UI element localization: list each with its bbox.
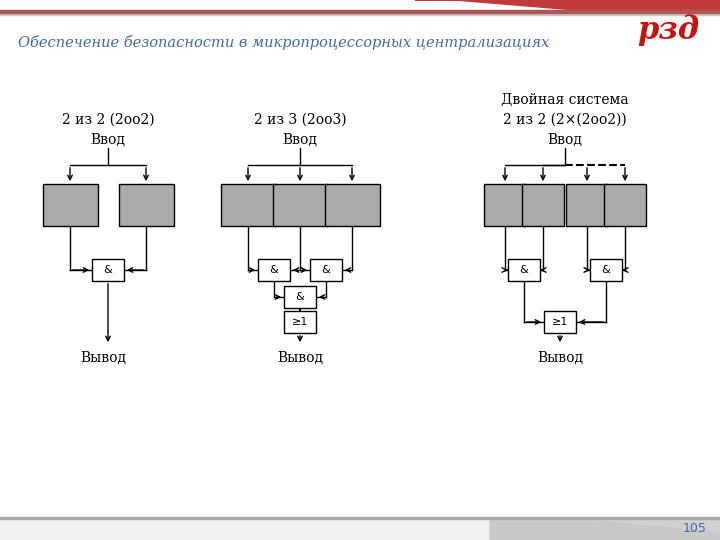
Text: Ввод: Ввод — [91, 133, 125, 147]
Text: Вывод: Вывод — [537, 351, 583, 365]
Polygon shape — [490, 518, 720, 540]
Polygon shape — [415, 0, 720, 12]
Bar — [484, 184, 526, 226]
Bar — [590, 259, 622, 281]
Text: 105: 105 — [683, 523, 707, 536]
Text: &: & — [602, 265, 611, 275]
Bar — [284, 286, 316, 308]
Bar — [522, 184, 564, 226]
Text: Ввод: Ввод — [547, 133, 582, 147]
Bar — [310, 259, 342, 281]
Bar — [92, 259, 124, 281]
Bar — [220, 184, 276, 226]
Text: Вывод: Вывод — [80, 351, 126, 365]
Text: ≥1: ≥1 — [552, 317, 568, 327]
Text: рзд: рзд — [637, 14, 699, 46]
Text: &: & — [322, 265, 330, 275]
Text: ≥1: ≥1 — [292, 317, 308, 327]
Bar — [119, 184, 174, 226]
Text: 2 из 2 (2оо2): 2 из 2 (2оо2) — [62, 113, 154, 127]
Text: 2 из 2 (2×(2оо2)): 2 из 2 (2×(2оо2)) — [503, 113, 627, 127]
Bar — [258, 259, 290, 281]
Bar — [566, 184, 608, 226]
Text: &: & — [269, 265, 279, 275]
Text: 2 из 3 (2оо3): 2 из 3 (2оо3) — [253, 113, 346, 127]
Polygon shape — [490, 518, 720, 540]
Bar — [325, 184, 379, 226]
Bar — [604, 184, 646, 226]
Text: Вывод: Вывод — [277, 351, 323, 365]
Bar — [42, 184, 97, 226]
Text: Ввод: Ввод — [282, 133, 318, 147]
Text: &: & — [520, 265, 528, 275]
Bar — [272, 184, 328, 226]
Bar — [284, 311, 316, 333]
Bar — [544, 311, 576, 333]
Text: &: & — [104, 265, 112, 275]
Text: Двойная система: Двойная система — [501, 93, 629, 107]
Text: Обеспечение безопасности в микропроцессорных централизациях: Обеспечение безопасности в микропроцессо… — [18, 35, 549, 50]
Text: &: & — [296, 292, 305, 302]
Bar — [508, 259, 540, 281]
